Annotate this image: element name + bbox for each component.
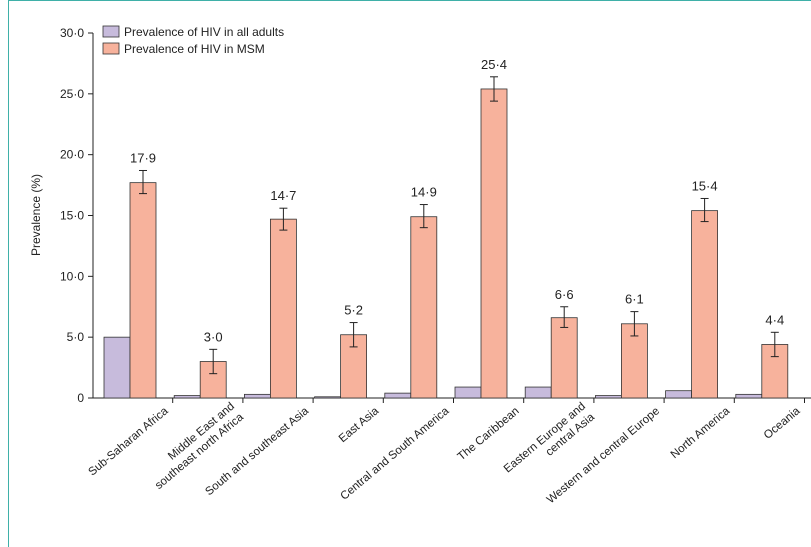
y-tick-label: 25·0 xyxy=(60,87,84,101)
data-label: 4·4 xyxy=(765,312,784,327)
bar-all-adults xyxy=(243,393,271,399)
figure-frame xyxy=(8,0,811,547)
category-label: North America xyxy=(669,405,733,461)
y-tick-label: 10·0 xyxy=(60,269,84,283)
category-label: Oceania xyxy=(762,405,803,442)
category-label: The Caribbean xyxy=(456,405,522,463)
y-tick-label: 15·0 xyxy=(60,209,84,223)
bar-msm xyxy=(129,182,157,399)
category-label-line: Oceania xyxy=(762,405,803,442)
bar-msm xyxy=(691,210,718,399)
bar-all-adults xyxy=(103,336,131,399)
data-label: 6·6 xyxy=(555,287,574,302)
bar-all-adults xyxy=(384,392,412,399)
data-label: 15·4 xyxy=(692,178,718,193)
legend-swatch-msm xyxy=(102,42,120,55)
category-label: Sub-Saharan Africa xyxy=(87,405,172,479)
legend-swatch-all-adults xyxy=(102,25,120,38)
category-label-line: The Caribbean xyxy=(456,405,522,463)
y-tick-label: 0 xyxy=(77,391,84,405)
bar-msm xyxy=(269,218,297,399)
y-axis-title: Prevalence (%) xyxy=(29,174,43,256)
category-label-line: East Asia xyxy=(337,405,382,445)
category-label-line: North America xyxy=(669,405,733,461)
bar-msm xyxy=(550,317,578,399)
data-label: 6·1 xyxy=(625,292,644,307)
category-label: East Asia xyxy=(337,405,382,445)
legend-label-all-adults: Prevalence of HIV in all adults xyxy=(124,25,284,39)
data-label: 14·7 xyxy=(270,188,296,203)
bar-msm xyxy=(199,361,227,399)
bar-msm xyxy=(480,88,508,399)
legend-label-msm: Prevalence of HIV in MSM xyxy=(124,42,265,56)
y-tick-label: 30·0 xyxy=(60,26,84,40)
y-tick-label: 5·0 xyxy=(67,330,85,344)
data-label: 3·0 xyxy=(204,329,223,344)
data-label: 5·2 xyxy=(344,303,363,318)
data-label: 14·9 xyxy=(411,185,437,200)
bar-all-adults xyxy=(735,393,763,399)
bars xyxy=(103,76,789,399)
bar-all-adults xyxy=(314,396,342,399)
legend: Prevalence of HIV in all adults Prevalenc… xyxy=(102,25,284,56)
category-label-line: Sub-Saharan Africa xyxy=(87,405,172,479)
bar-all-adults xyxy=(665,390,692,399)
bar-msm xyxy=(410,216,438,399)
bar-all-adults xyxy=(173,395,201,399)
bar-all-adults xyxy=(454,386,482,399)
axes: 0 5·0 10·0 15·0 20·0 25·0 30·0 Prevalence (%) xyxy=(29,26,811,405)
y-tick-label: 20·0 xyxy=(60,148,84,162)
bar-all-adults xyxy=(595,395,622,399)
data-label: 25·4 xyxy=(481,57,507,72)
data-label: 17·9 xyxy=(130,150,156,165)
bar-all-adults xyxy=(524,386,552,399)
